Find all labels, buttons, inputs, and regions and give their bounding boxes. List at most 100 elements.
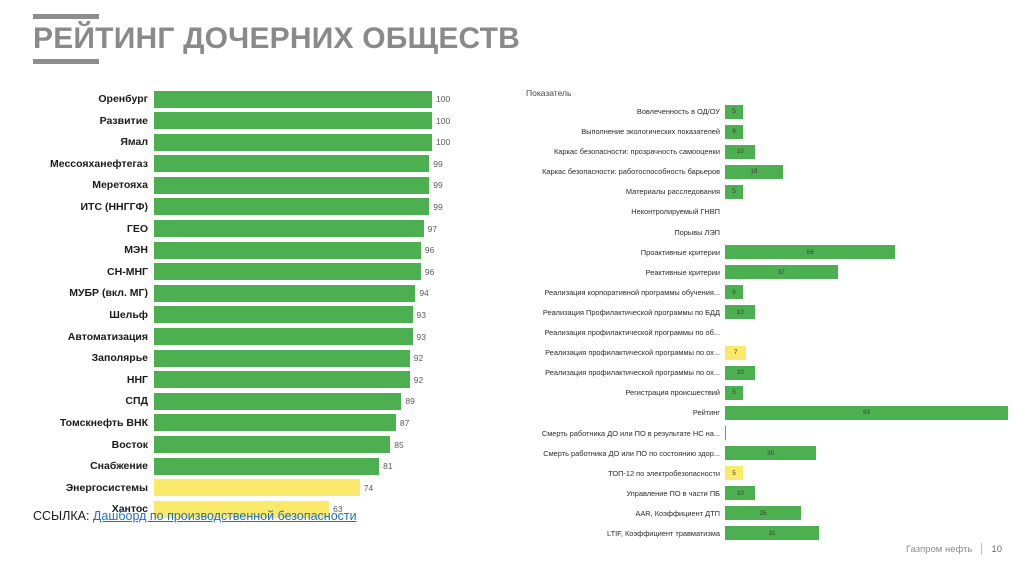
left-chart-row: ИТС (ННГГФ) 99 bbox=[20, 198, 480, 216]
right-chart-bar[interactable]: 5 bbox=[725, 285, 743, 300]
right-chart-row: Реализация Профилактической программы по… bbox=[524, 305, 1020, 320]
indicator-breakdown-bar-chart: Показатель Вовлеченность в ОД/ОУ 5 Выполне… bbox=[524, 88, 1020, 546]
left-chart-bar[interactable] bbox=[154, 457, 380, 475]
left-chart-row: Оренбург 100 bbox=[20, 90, 480, 108]
left-chart-value-label: 93 bbox=[416, 309, 426, 320]
right-chart-bar-zone: 5 bbox=[725, 466, 1020, 481]
left-chart-category-label: Ямал bbox=[120, 136, 148, 149]
left-chart-bar[interactable] bbox=[154, 306, 413, 324]
right-chart-bar-zone: 5 bbox=[725, 285, 1020, 300]
left-chart-bar[interactable] bbox=[154, 241, 421, 259]
left-chart-bar[interactable] bbox=[154, 479, 360, 497]
right-chart-bar[interactable]: 10 bbox=[725, 144, 756, 159]
right-chart-value-label: 5 bbox=[732, 389, 736, 397]
right-chart-row: Материалы расследования 5 bbox=[524, 184, 1020, 199]
right-chart-bar[interactable]: 37 bbox=[725, 265, 838, 280]
right-chart-row: Реактивные критерии 37 bbox=[524, 265, 1020, 280]
left-chart-bar[interactable] bbox=[154, 371, 410, 389]
right-chart-row: Смерть работника ДО или ПО в результате … bbox=[524, 426, 1020, 441]
right-chart-bar[interactable]: 10 bbox=[725, 365, 756, 380]
left-chart-bar[interactable] bbox=[154, 436, 391, 453]
right-chart-bar[interactable]: 30 bbox=[725, 446, 817, 461]
right-chart-bar[interactable]: 6 bbox=[725, 124, 744, 139]
left-chart-row: Томскнефть ВНК 87 bbox=[20, 414, 480, 432]
right-chart-bar[interactable]: 5 bbox=[725, 385, 743, 400]
left-chart-row: Хантос 63 bbox=[20, 500, 480, 518]
footer-divider bbox=[981, 543, 983, 555]
left-chart-bar[interactable] bbox=[154, 349, 410, 367]
left-chart-bar-zone: 93 bbox=[154, 328, 480, 346]
right-chart-value-label: 10 bbox=[736, 489, 744, 497]
left-chart-bar[interactable] bbox=[154, 176, 430, 194]
right-chart-value-label: 10 bbox=[736, 369, 744, 377]
right-chart-bar[interactable]: 93 bbox=[725, 405, 1008, 420]
footer-page-number: 10 bbox=[991, 543, 1002, 555]
left-chart-row: Меретояха 99 bbox=[20, 176, 480, 194]
left-chart-bar[interactable] bbox=[154, 198, 430, 216]
right-chart-row: Неконтролируемый ГНВП bbox=[524, 204, 1020, 219]
right-chart-bar[interactable]: 31 bbox=[725, 526, 820, 541]
left-chart-category-label: ГЕО bbox=[126, 222, 148, 235]
left-chart-bar[interactable] bbox=[154, 500, 330, 518]
right-chart-category-label: ТОП-12 по электробезопасности bbox=[608, 468, 720, 478]
left-chart-bar[interactable] bbox=[154, 284, 416, 302]
left-chart-category-label: Развитие bbox=[99, 114, 148, 127]
right-chart-value-label: 6 bbox=[732, 128, 736, 136]
right-chart-bar-zone: 30 bbox=[725, 446, 1020, 461]
left-chart-bar[interactable] bbox=[154, 328, 413, 346]
right-chart-row: Реализация корпоративной программы обуче… bbox=[524, 285, 1020, 300]
right-chart-bar[interactable]: 10 bbox=[725, 305, 756, 320]
right-chart-bar[interactable]: 5 bbox=[725, 184, 743, 199]
right-chart-value-label: 31 bbox=[768, 529, 776, 537]
left-chart-row: МЭН 96 bbox=[20, 241, 480, 259]
right-chart-value-label: 5 bbox=[732, 469, 736, 477]
right-chart-bar-zone: 10 bbox=[725, 144, 1020, 159]
right-chart-category-label: Реактивные критерии bbox=[645, 267, 720, 277]
left-chart-bar[interactable] bbox=[154, 133, 432, 151]
right-chart-category-label: Смерть работника ДО или ПО по состоянию … bbox=[543, 448, 720, 458]
left-chart-category-label: Энергосистемы bbox=[65, 481, 148, 494]
right-chart-category-label: LTIF, Коэффициент травматизма bbox=[607, 528, 720, 538]
left-chart-category-label: МЭН bbox=[124, 244, 148, 257]
right-chart-row: Рейтинг 93 bbox=[524, 405, 1020, 420]
left-chart-bar[interactable] bbox=[154, 392, 402, 410]
left-chart-bar[interactable] bbox=[154, 263, 421, 281]
right-chart-bar[interactable]: 5 bbox=[725, 466, 743, 481]
right-chart-bar[interactable]: 25 bbox=[725, 506, 802, 521]
right-chart-category-label: Неконтролируемый ГНВП bbox=[631, 207, 720, 217]
left-chart-bar-zone: 97 bbox=[154, 220, 480, 238]
right-chart-bar-zone bbox=[725, 225, 1020, 239]
left-chart-row: СН-МНГ 96 bbox=[20, 263, 480, 281]
right-chart-category-label: Выполнение экологических показателей bbox=[581, 127, 720, 137]
right-chart-bar-zone bbox=[725, 205, 1020, 219]
right-chart-category-label: Реализация профилактической программы по… bbox=[545, 348, 720, 358]
left-chart-bar[interactable] bbox=[154, 414, 396, 432]
right-chart-bar[interactable] bbox=[725, 426, 726, 440]
right-chart-bar[interactable]: 5 bbox=[725, 104, 743, 119]
left-chart-bar[interactable] bbox=[154, 112, 432, 130]
right-chart-bar[interactable]: 10 bbox=[725, 486, 756, 501]
right-chart-value-label: 30 bbox=[767, 449, 775, 457]
dashboard-link[interactable]: Дашборд по производственной безопасности bbox=[92, 509, 357, 523]
left-chart-bar[interactable] bbox=[154, 220, 424, 238]
left-chart-bar[interactable] bbox=[154, 90, 432, 108]
left-chart-bar[interactable] bbox=[154, 155, 430, 173]
right-chart-bar-zone: 37 bbox=[725, 265, 1020, 280]
footer: Газпром нефть 10 bbox=[906, 543, 1002, 555]
right-chart-value-label: 25 bbox=[759, 509, 767, 517]
right-chart-category-label: Проактивные критерии bbox=[640, 247, 720, 257]
left-chart-row: Заполярье 92 bbox=[20, 349, 480, 367]
right-chart-bar[interactable]: 7 bbox=[725, 345, 747, 360]
right-chart-bar[interactable]: 19 bbox=[725, 164, 783, 179]
left-chart-value-label: 99 bbox=[433, 158, 443, 169]
left-chart-value-label: 100 bbox=[436, 137, 451, 148]
right-chart-row: Управление ПО в части ПБ 10 bbox=[524, 486, 1020, 501]
left-chart-bar-zone: 96 bbox=[154, 241, 480, 259]
left-chart-bar-zone: 100 bbox=[154, 112, 480, 130]
left-chart-category-label: ННГ bbox=[126, 373, 148, 386]
right-chart-bar-zone: 5 bbox=[725, 104, 1020, 119]
right-chart-category-label: Реализация корпоративной программы обуче… bbox=[544, 287, 720, 297]
right-chart-bar[interactable]: 56 bbox=[725, 245, 896, 260]
right-chart-row: ТОП-12 по электробезопасности 5 bbox=[524, 466, 1020, 481]
right-chart-bar-zone: 10 bbox=[725, 365, 1020, 380]
